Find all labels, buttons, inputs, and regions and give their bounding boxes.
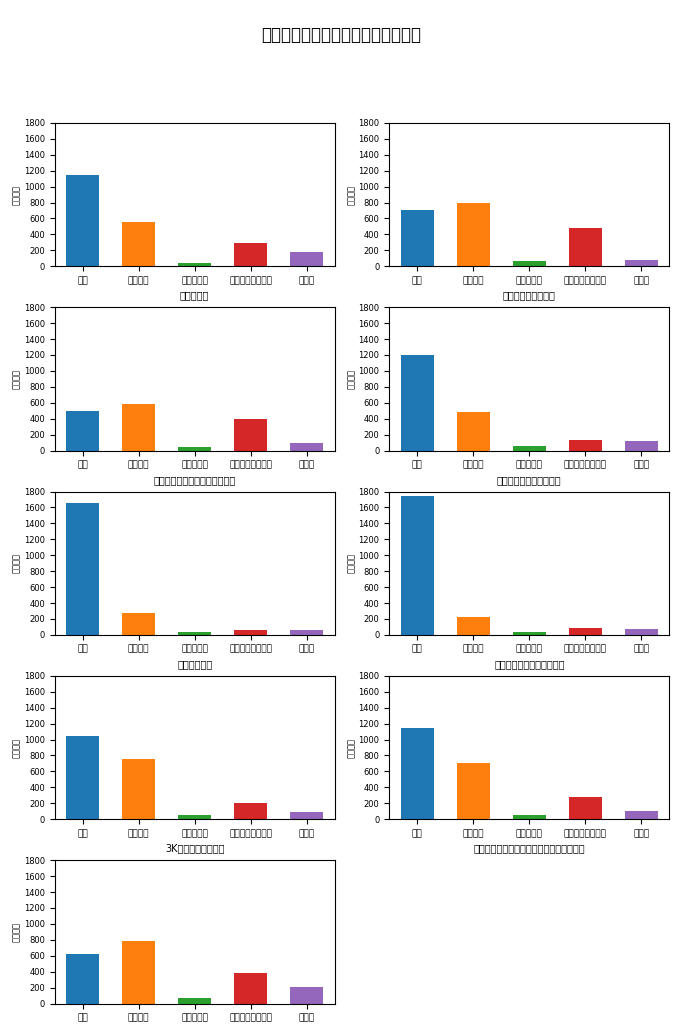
X-axis label: 働き方改革における労働時間制限の見直し: 働き方改革における労働時間制限の見直し xyxy=(473,844,585,853)
Y-axis label: 回答者数: 回答者数 xyxy=(12,737,21,758)
Bar xyxy=(456,203,490,266)
Bar xyxy=(568,440,602,451)
Bar xyxy=(512,632,546,635)
Bar xyxy=(122,613,156,635)
Bar xyxy=(66,735,100,819)
Bar xyxy=(568,228,602,266)
Y-axis label: 回答者数: 回答者数 xyxy=(347,737,356,758)
Bar xyxy=(234,243,268,266)
Bar xyxy=(234,630,268,635)
Bar xyxy=(66,954,100,1004)
Bar xyxy=(234,803,268,819)
Bar xyxy=(624,441,658,451)
Bar xyxy=(512,445,546,451)
Y-axis label: 回答者数: 回答者数 xyxy=(12,922,21,942)
Bar xyxy=(456,413,490,451)
Bar xyxy=(234,973,268,1004)
Bar xyxy=(66,411,100,451)
Bar xyxy=(624,811,658,819)
Bar xyxy=(290,987,324,1004)
Bar xyxy=(400,211,434,266)
Bar xyxy=(66,504,100,635)
Bar xyxy=(400,496,434,635)
Bar xyxy=(178,447,212,451)
Bar xyxy=(400,355,434,451)
Y-axis label: 回答者数: 回答者数 xyxy=(12,553,21,573)
Y-axis label: 回答者数: 回答者数 xyxy=(12,184,21,205)
Bar xyxy=(290,252,324,266)
Bar xyxy=(122,941,156,1004)
Bar xyxy=(234,419,268,451)
Bar xyxy=(568,628,602,635)
Y-axis label: 回答者数: 回答者数 xyxy=(347,553,356,573)
Bar xyxy=(456,617,490,635)
Bar xyxy=(178,815,212,819)
Bar xyxy=(512,261,546,266)
Bar xyxy=(456,764,490,819)
X-axis label: ニート・引きこもり対策: ニート・引きこもり対策 xyxy=(497,475,561,484)
X-axis label: 賃金の引上げ: 賃金の引上げ xyxy=(177,659,212,669)
Y-axis label: 回答者数: 回答者数 xyxy=(347,369,356,389)
Y-axis label: 回答者数: 回答者数 xyxy=(12,369,21,389)
Bar xyxy=(178,633,212,635)
Bar xyxy=(178,998,212,1004)
Bar xyxy=(624,630,658,635)
Bar xyxy=(568,797,602,819)
X-axis label: 3K職種への偏見除去: 3K職種への偏見除去 xyxy=(165,844,225,853)
Bar xyxy=(290,812,324,819)
Bar xyxy=(290,442,324,451)
Text: 労働人材の不足への対応案の適切性: 労働人材の不足への対応案の適切性 xyxy=(262,26,421,44)
Bar xyxy=(624,260,658,266)
X-axis label: 景気浮揚のための財政出動: 景気浮揚のための財政出動 xyxy=(494,659,565,669)
Bar xyxy=(512,815,546,819)
Bar xyxy=(122,760,156,819)
Bar xyxy=(66,175,100,266)
X-axis label: 高齢者の労働市場への活用推進: 高齢者の労働市場への活用推進 xyxy=(154,475,236,484)
Y-axis label: 回答者数: 回答者数 xyxy=(347,184,356,205)
Bar xyxy=(400,728,434,819)
Bar xyxy=(290,630,324,635)
X-axis label: 少子化対策: 少子化対策 xyxy=(180,291,210,300)
Bar xyxy=(122,222,156,266)
X-axis label: 専門教育機関の充実: 専門教育機関の充実 xyxy=(503,291,556,300)
Bar xyxy=(122,404,156,451)
Bar xyxy=(178,263,212,266)
